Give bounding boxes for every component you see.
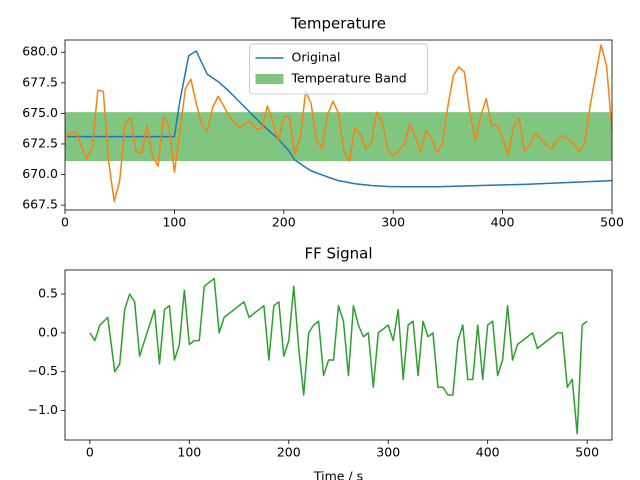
x-tick-label: 200: [277, 445, 301, 460]
x-tick-label: 100: [177, 445, 201, 460]
legend-label: Temperature Band: [291, 71, 407, 86]
x-axis-label: Time / s: [313, 469, 363, 480]
x-tick-label: 300: [381, 215, 405, 230]
x-tick-label: 300: [376, 445, 400, 460]
x-tick-label: 500: [575, 445, 599, 460]
legend-label: Original: [292, 50, 341, 65]
axes-frame: [64, 269, 613, 441]
y-tick-label: 0.0: [38, 324, 58, 339]
y-tick-label: 667.5: [22, 197, 58, 212]
y-tick-label: −1.0: [28, 402, 58, 417]
x-tick-label: 500: [600, 215, 624, 230]
x-tick-label: 0: [61, 215, 69, 230]
series-line: [89, 277, 588, 435]
x-tick-label: 400: [491, 215, 515, 230]
x-tick-label: 400: [476, 445, 500, 460]
axes-frame: [64, 39, 613, 211]
x-tick-label: 0: [86, 445, 94, 460]
x-tick-label: 200: [272, 215, 296, 230]
y-tick-label: 0.5: [38, 286, 58, 301]
series-line: [65, 50, 613, 188]
y-tick-label: 680.0: [22, 44, 58, 59]
y-tick-label: 675.0: [22, 105, 58, 120]
y-tick-label: 677.5: [22, 74, 58, 89]
series-line: [64, 44, 613, 203]
legend-box: [249, 43, 428, 95]
chart-title: FF Signal: [304, 245, 372, 263]
legend-swatch: [255, 74, 284, 84]
y-tick-label: 670.0: [22, 166, 58, 181]
y-tick-label: −0.5: [28, 363, 58, 378]
y-tick-label: 672.5: [22, 135, 58, 150]
chart-title: Temperature: [290, 15, 386, 33]
x-tick-label: 100: [162, 215, 186, 230]
